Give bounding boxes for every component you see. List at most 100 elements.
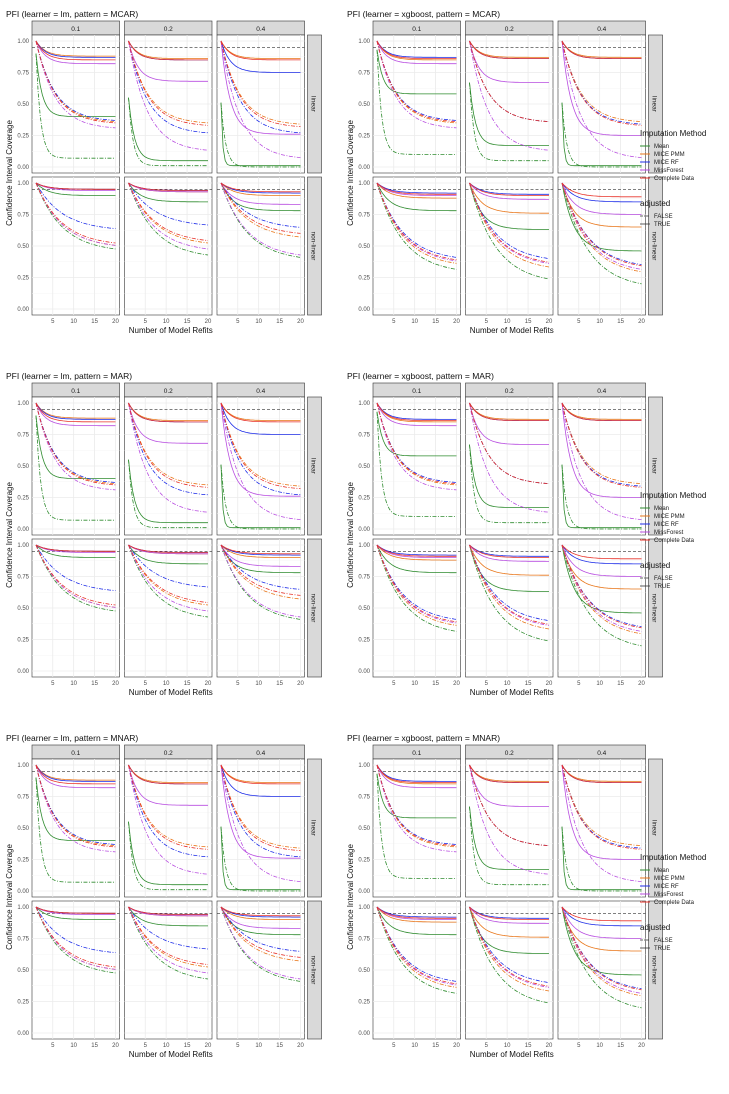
series-line-complete-data-true — [35, 182, 116, 190]
x-tick-label: 5 — [51, 1043, 55, 1049]
series-line-mean-true — [35, 906, 116, 920]
series-line-complete-data-false — [35, 40, 116, 124]
x-tick-label: 5 — [236, 1043, 240, 1049]
y-tick-label: 0.25 — [358, 858, 370, 864]
x-tick-label: 20 — [297, 319, 304, 325]
series-line-mice-rf-true — [220, 40, 301, 73]
y-tick-label: 0.00 — [358, 1031, 370, 1037]
series-line-complete-data-true — [376, 764, 457, 783]
series-line-mean-false — [128, 182, 209, 256]
series-line-mice-rf-true — [220, 544, 301, 556]
series-line-complete-data-false — [376, 402, 457, 484]
x-tick-label: 20 — [638, 681, 645, 687]
series-line-complete-data-true — [561, 764, 642, 783]
series-line-mice-pmm-false — [128, 764, 209, 848]
series-line-mice-rf-true — [376, 40, 457, 58]
x-tick-label: 10 — [255, 1043, 262, 1049]
series-line-mice-pmm-false — [128, 544, 209, 606]
y-tick-label: 0.00 — [358, 669, 370, 675]
series-line-mice-pmm-true — [220, 906, 301, 920]
series-line-complete-data-false — [469, 906, 550, 987]
series-line-mice-rf-false — [35, 544, 116, 591]
series-line-mice-rf-true — [35, 764, 116, 782]
series-line-mean-false — [561, 182, 642, 285]
x-tick-label: 20 — [453, 1043, 460, 1049]
series-line-complete-data-true — [376, 544, 457, 557]
series-line-mean-false — [220, 544, 301, 620]
series-line-missforest-true — [220, 764, 301, 859]
series-line-complete-data-false — [128, 182, 209, 241]
series-line-missforest-false — [469, 544, 550, 626]
y-tick-label: 0.75 — [358, 575, 370, 581]
legend-method-title: Imputation Method — [640, 129, 706, 138]
series-line-missforest-true — [376, 402, 457, 427]
row-strip — [648, 176, 663, 316]
x-axis-label: Number of Model Refits — [470, 688, 554, 697]
series-line-missforest-false — [35, 182, 116, 246]
series-line-mean-true — [128, 544, 208, 565]
series-line-complete-data-false — [220, 764, 301, 851]
x-tick-label: 5 — [485, 319, 489, 325]
x-tick-label: 15 — [617, 319, 624, 325]
series-line-mean-true — [128, 459, 208, 524]
series-line-mice-pmm-true — [128, 764, 208, 783]
series-line-mean-false — [376, 411, 457, 517]
series-line-mice-pmm-true — [469, 40, 549, 58]
series-line-missforest-false — [561, 402, 642, 520]
series-line-missforest-false — [561, 906, 642, 994]
chart-title: PFI (learner = lm, pattern = MNAR) — [6, 733, 138, 743]
row-strip-label: non-linear — [310, 956, 317, 986]
series-line-mean-false — [376, 182, 457, 270]
row-strip-label: non-linear — [651, 956, 658, 986]
x-tick-label: 10 — [163, 681, 170, 687]
series-line-mice-rf-true — [220, 764, 301, 797]
x-tick-label: 10 — [411, 1043, 418, 1049]
chart-block: PFI (learner = xgboost, pattern = MCAR) 0… — [346, 9, 706, 335]
row-strip — [307, 176, 322, 316]
series-line-mean-false — [561, 464, 642, 530]
series-line-complete-data-true — [35, 40, 116, 61]
series-line-mice-pmm-false — [561, 764, 642, 846]
series-line-mice-rf-false — [469, 182, 550, 259]
series-line-missforest-true — [35, 764, 116, 789]
series-line-mean-true — [469, 82, 549, 147]
series-line-mean-true — [561, 182, 642, 252]
row-strip — [307, 758, 322, 898]
y-tick-label: 1.00 — [358, 39, 370, 45]
series-line-mice-rf-false — [35, 402, 116, 483]
x-tick-label: 15 — [91, 319, 98, 325]
series-line-mice-rf-false — [376, 182, 457, 258]
series-line-mean-true — [128, 906, 208, 927]
series-line-complete-data-true — [561, 906, 642, 922]
series-line-complete-data-false — [376, 182, 457, 261]
series-line-missforest-false — [128, 40, 209, 151]
series-line-mice-pmm-false — [376, 182, 457, 264]
series-line-missforest-false — [35, 402, 116, 491]
series-line-missforest-false — [220, 182, 301, 256]
legend-adjusted-title: adjusted — [640, 923, 670, 932]
series-line-missforest-true — [376, 906, 457, 920]
series-line-complete-data-true — [376, 906, 457, 919]
series-line-complete-data-true — [469, 906, 549, 920]
legend-label: FALSE — [654, 576, 673, 582]
col-strip-label: 0.4 — [597, 750, 606, 757]
row-strip-label: non-linear — [310, 594, 317, 624]
series-line-missforest-false — [220, 40, 301, 158]
series-line-missforest-true — [220, 182, 301, 205]
series-line-mice-pmm-true — [376, 402, 457, 423]
series-line-mean-false — [376, 49, 457, 155]
series-line-mean-false — [35, 53, 116, 159]
series-line-mice-pmm-true — [128, 40, 208, 59]
series-line-mean-false — [469, 182, 550, 280]
y-tick-label: 0.50 — [17, 244, 29, 250]
series-line-missforest-true — [469, 764, 549, 807]
x-tick-label: 20 — [638, 1043, 645, 1049]
row-strip — [648, 900, 663, 1040]
series-line-mice-pmm-false — [220, 764, 301, 849]
col-strip-label: 0.1 — [412, 750, 421, 757]
y-tick-label: 0.00 — [17, 1031, 29, 1037]
series-line-mice-pmm-true — [376, 544, 457, 561]
series-line-mean-false — [469, 544, 550, 642]
y-tick-label: 0.50 — [358, 606, 370, 612]
